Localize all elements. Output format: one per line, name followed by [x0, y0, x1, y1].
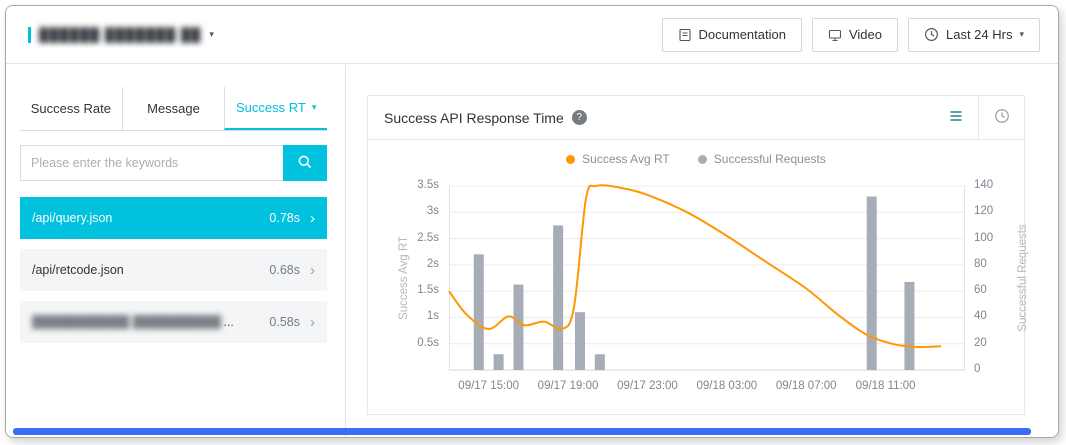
y-axis-right-tick: 0 [974, 363, 981, 375]
tab-success-rt[interactable]: Success RT ▾ [224, 87, 328, 130]
chevron-down-icon: ▾ [311, 102, 317, 112]
legend-dot-gray [697, 154, 707, 164]
legend-label: Success Avg RT [582, 152, 670, 166]
chart-legend: Success Avg RT Successful Requests [368, 152, 1024, 166]
bar-successful-requests [866, 196, 877, 370]
document-icon [678, 28, 692, 42]
y-axis-left-tick: 2s [426, 257, 439, 270]
api-name-redacted: ███████████ ██████████ [32, 315, 222, 329]
chart-card: Success API Response Time ? [367, 95, 1029, 415]
time-settings-button[interactable] [979, 96, 1024, 139]
y-axis-left-tick: 3.5s [417, 179, 439, 191]
tab-message[interactable]: Message [121, 87, 225, 130]
bar-successful-requests [553, 225, 564, 370]
list-icon [948, 108, 964, 127]
chevron-down-icon: ▾ [209, 29, 214, 39]
y-axis-right-tick: 100 [974, 231, 994, 244]
help-icon[interactable]: ? [571, 110, 587, 125]
app-title-redacted: ██████ ███████ ██ [39, 27, 202, 42]
video-button[interactable]: Video [811, 17, 898, 52]
bar-successful-requests [574, 312, 585, 370]
legend-dot-orange [566, 154, 576, 164]
api-list: /api/query.json 0.78s › /api/retcode.jso… [20, 197, 327, 343]
tab-label: Success RT [235, 100, 306, 115]
chevron-right-icon: › [310, 313, 315, 331]
time-range-button[interactable]: Last 24 Hrs ▾ [907, 17, 1040, 52]
api-list-panel: Success Rate Message Success RT ▾ [6, 65, 346, 437]
clock-icon [994, 108, 1010, 127]
api-row-retcode-json[interactable]: /api/retcode.json 0.68s › [20, 249, 327, 291]
tab-bar: Success Rate Message Success RT ▾ [20, 87, 328, 131]
chart-panel: Success API Response Time ? [347, 65, 1058, 437]
y-axis-left-tick: 2.5s [417, 231, 439, 244]
api-name: /api/query.json [32, 211, 113, 225]
tab-success-rate[interactable]: Success Rate [20, 87, 122, 130]
y-axis-right-tick: 80 [974, 257, 987, 270]
api-name: /api/retcode.json [32, 263, 124, 277]
search-button[interactable] [283, 145, 327, 181]
y-axis-right-tick: 20 [974, 336, 987, 349]
x-axis-tick: 09/18 03:00 [696, 380, 758, 392]
app-selector-dropdown[interactable]: ██████ ███████ ██ ▾ [28, 26, 214, 43]
x-axis-tick: 09/18 07:00 [775, 380, 837, 392]
search-input[interactable] [20, 145, 283, 181]
y-axis-right-tick: 140 [974, 179, 994, 191]
search-icon [297, 154, 313, 173]
ellipsis: ... [223, 315, 234, 329]
top-header: ██████ ███████ ██ ▾ Documentation [6, 6, 1058, 64]
tab-label: Message [147, 101, 200, 116]
line-success-avg-rt [448, 184, 942, 348]
y-axis-left-tick: 0.5s [417, 336, 439, 349]
documentation-label: Documentation [698, 27, 786, 42]
chart-title: Success API Response Time [384, 109, 564, 126]
x-axis-tick: 09/18 11:00 [855, 380, 916, 392]
y-axis-left-title: Success Avg RT [398, 236, 410, 320]
legend-item-successful-requests[interactable]: Successful Requests [697, 152, 826, 166]
chevron-right-icon: › [310, 261, 315, 279]
bar-successful-requests [513, 284, 524, 370]
horizontal-scrollbar-thumb[interactable] [13, 428, 1031, 435]
header-actions: Documentation Video Last 24 Hrs [661, 17, 1040, 52]
bar-successful-requests [594, 354, 605, 370]
list-view-button[interactable] [933, 96, 978, 139]
y-axis-left-tick: 1.5s [417, 284, 439, 297]
chart-card-toolbar [933, 96, 1024, 139]
bar-successful-requests [473, 254, 484, 370]
api-rt-value: 0.68s [269, 263, 300, 277]
chart-card-header: Success API Response Time ? [368, 96, 1024, 140]
documentation-button[interactable]: Documentation [661, 17, 802, 52]
search-bar [20, 145, 327, 181]
y-axis-right-tick: 40 [974, 310, 987, 323]
bar-successful-requests [904, 281, 915, 370]
x-axis-tick: 09/17 15:00 [458, 380, 520, 392]
tab-label: Success Rate [30, 101, 111, 116]
clock-icon [924, 27, 939, 42]
chevron-down-icon: ▾ [1019, 29, 1024, 39]
y-axis-left-tick: 1s [426, 310, 439, 323]
api-rt-value: 0.78s [269, 211, 300, 225]
chart-canvas [448, 184, 965, 371]
y-axis-right-title: Successful Requests [1017, 224, 1029, 332]
chart-area: Success Avg RT Successful Requests 3.5s 3… [368, 140, 1029, 414]
x-axis-tick: 09/17 19:00 [537, 380, 599, 392]
api-row-redacted[interactable]: ███████████ ██████████ ... 0.58s › [20, 301, 327, 343]
time-range-label: Last 24 Hrs [945, 27, 1013, 42]
x-axis-tick: 09/17 23:00 [617, 380, 678, 392]
chevron-right-icon: › [310, 209, 315, 227]
bar-successful-requests [493, 354, 504, 370]
app-window: ██████ ███████ ██ ▾ Documentation [5, 5, 1059, 438]
video-label: Video [848, 27, 882, 42]
legend-item-success-avg-rt[interactable]: Success Avg RT [566, 152, 670, 166]
accent-bar [28, 26, 31, 43]
video-icon [828, 28, 842, 42]
legend-label: Successful Requests [713, 152, 826, 166]
api-rt-value: 0.58s [269, 315, 300, 329]
api-row-query-json[interactable]: /api/query.json 0.78s › [20, 197, 327, 239]
y-axis-left-tick: 3s [426, 205, 439, 218]
y-axis-right-tick: 120 [974, 205, 994, 218]
divider [978, 96, 979, 139]
y-axis-right-tick: 60 [974, 284, 987, 297]
